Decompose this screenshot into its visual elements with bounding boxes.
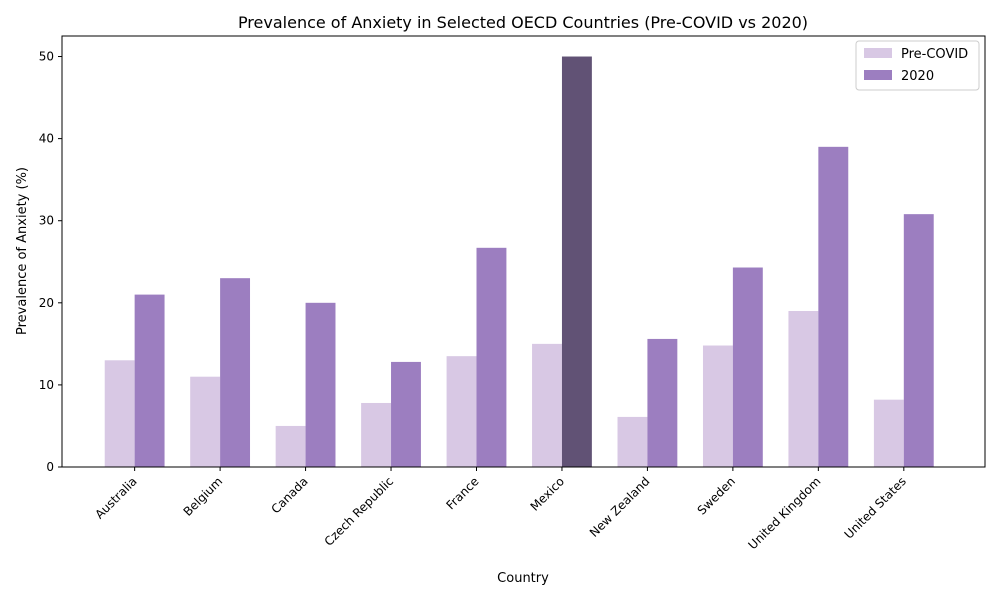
bar-pre-covid-france <box>446 356 477 467</box>
bar-pre-covid-united-states <box>873 399 904 467</box>
bar-2020-mexico <box>561 56 592 468</box>
bar-2020-united-states <box>903 214 934 467</box>
x-tick-label: Australia <box>92 474 139 521</box>
bar-pre-covid-czech-republic <box>361 402 392 467</box>
plot-frame <box>61 35 986 468</box>
x-tick-label: Mexico <box>528 474 568 514</box>
y-axis-ticks: 0 10 20 30 40 50 <box>39 50 62 474</box>
y-tick-label: 40 <box>39 132 54 146</box>
bar-pre-covid-canada <box>275 425 306 467</box>
y-tick-label: 0 <box>46 460 54 474</box>
bar-2020-new-zealand <box>647 338 678 467</box>
x-axis-label: Country <box>497 571 549 586</box>
legend: Pre-COVID 2020 <box>855 40 980 91</box>
bar-2020-united-kingdom <box>818 146 849 467</box>
legend-label-2020: 2020 <box>901 69 934 84</box>
bar-2020-france <box>476 247 507 467</box>
bar-pre-covid-sweden <box>702 345 733 467</box>
legend-label-pre-covid: Pre-COVID <box>901 47 968 62</box>
bar-pre-covid-united-kingdom <box>788 311 819 467</box>
x-tick-label: France <box>444 474 482 512</box>
chart-title: Prevalence of Anxiety in Selected OECD C… <box>238 13 808 32</box>
bars-layer <box>104 56 934 468</box>
y-axis-label: Prevalence of Anxiety (%) <box>15 167 30 335</box>
x-tick-label: United Kingdom <box>745 474 823 552</box>
x-tick-label: New Zealand <box>587 474 653 540</box>
x-tick-label: Sweden <box>695 474 738 517</box>
y-tick-label: 10 <box>39 378 54 392</box>
x-tick-label: Czech Republic <box>322 474 397 549</box>
bar-2020-belgium <box>220 278 251 467</box>
axes-layer <box>61 35 986 468</box>
legend-swatch-pre-covid <box>864 48 892 58</box>
bar-2020-czech-republic <box>391 361 421 467</box>
bar-2020-sweden <box>732 267 763 467</box>
x-tick-label: Canada <box>268 474 310 516</box>
bar-2020-australia <box>134 294 165 467</box>
x-axis-ticks: Australia Belgium Canada Czech Republic Fran… <box>92 467 909 552</box>
bar-pre-covid-australia <box>104 360 135 467</box>
bar-pre-covid-mexico <box>532 343 562 467</box>
bar-2020-canada <box>305 302 336 467</box>
y-tick-label: 50 <box>39 50 54 64</box>
legend-swatch-2020 <box>864 70 892 80</box>
y-tick-label: 20 <box>39 296 54 310</box>
x-tick-label: United States <box>842 474 909 541</box>
x-tick-label: Belgium <box>181 474 226 519</box>
bar-pre-covid-belgium <box>190 376 221 467</box>
bar-pre-covid-new-zealand <box>617 416 648 467</box>
y-tick-label: 30 <box>39 214 54 228</box>
